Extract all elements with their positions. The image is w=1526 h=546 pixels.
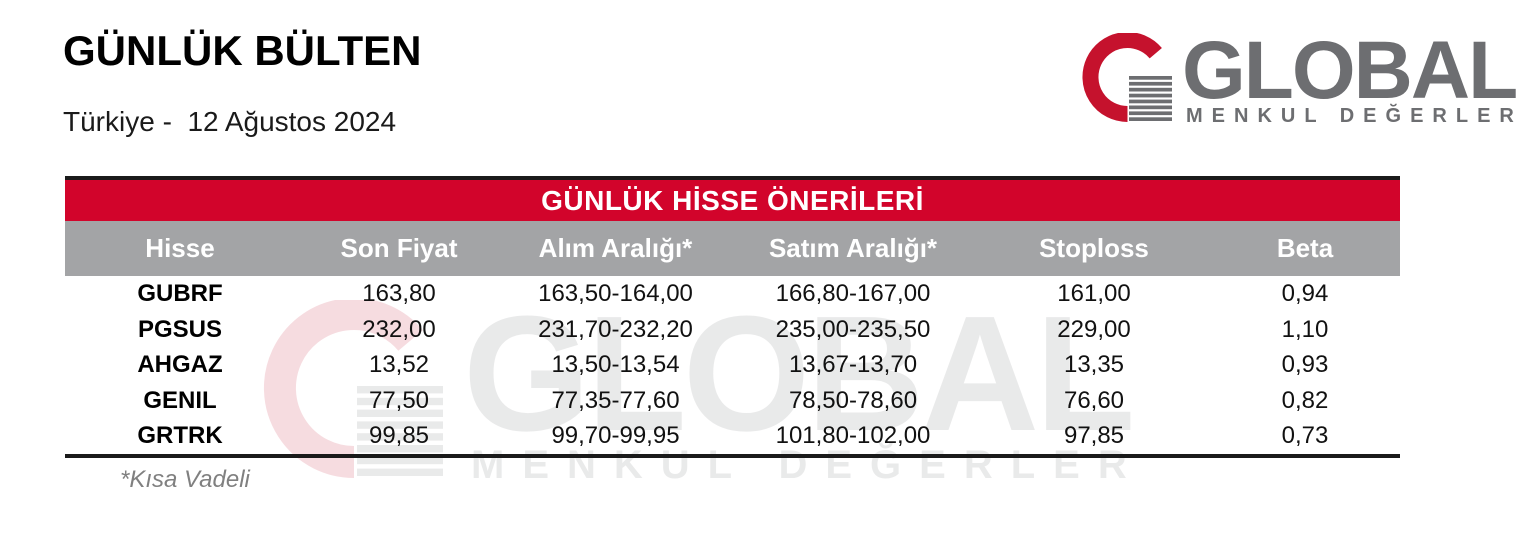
cell-beta: 0,94 [1281, 280, 1329, 307]
recommendations-table: GÜNLÜK HİSSE ÖNERİLERİ Hisse Son Fiyat A… [65, 176, 1400, 458]
global-g-mark-icon [1082, 33, 1172, 122]
cell-stoploss: 13,35 [1063, 351, 1125, 379]
table-top-rule [65, 176, 1400, 180]
cell-beta: 1,10 [1281, 315, 1329, 343]
cell-alim-araligi: 13,50-13,54 [551, 351, 680, 379]
cell-satim-araligi: 235,00-235,50 [775, 315, 931, 343]
cell-ticker: PGSUS [137, 315, 223, 343]
table-header-row: Hisse Son Fiyat Alım Aralığı* Satım Aral… [65, 221, 1400, 276]
cell-son-fiyat: 232,00 [362, 315, 436, 343]
cell-alim-araligi: 77,35-77,60 [551, 386, 680, 414]
column-header-alim-araligi: Alım Aralığı* [538, 233, 693, 263]
cell-satim-araligi: 101,80-102,00 [775, 422, 931, 450]
cell-alim-araligi: 163,50-164,00 [538, 280, 693, 307]
cell-ticker: AHGAZ [137, 351, 223, 379]
logo-name: GLOBAL [1182, 25, 1518, 116]
cell-beta: 0,82 [1281, 386, 1329, 414]
table-row: PGSUS 232,00 231,70-232,20 235,00-235,50… [65, 312, 1400, 348]
cell-ticker: GUBRF [137, 280, 223, 307]
column-header-beta: Beta [1276, 233, 1334, 263]
page-title: GÜNLÜK BÜLTEN [63, 27, 422, 74]
table-bottom-rule [65, 453, 1400, 458]
cell-stoploss: 229,00 [1057, 315, 1131, 343]
cell-ticker: GRTRK [137, 422, 223, 450]
cell-stoploss: 76,60 [1063, 386, 1125, 414]
logo-tagline: MENKUL DEĞERLER [1186, 105, 1523, 127]
table-row: GENIL 77,50 77,35-77,60 78,50-78,60 76,6… [65, 383, 1400, 419]
cell-satim-araligi: 13,67-13,70 [788, 351, 918, 379]
cell-satim-araligi: 78,50-78,60 [788, 386, 918, 414]
cell-stoploss: 161,00 [1057, 280, 1131, 307]
column-header-son-fiyat: Son Fiyat [340, 233, 458, 263]
cell-son-fiyat: 99,85 [368, 422, 430, 450]
cell-son-fiyat: 13,52 [368, 351, 430, 379]
global-logo: GLOBAL MENKUL DEĞERLER [1082, 25, 1526, 133]
table-row: AHGAZ 13,52 13,50-13,54 13,67-13,70 13,3… [65, 347, 1400, 383]
cell-son-fiyat: 163,80 [362, 280, 436, 307]
table-row: GRTRK 99,85 99,70-99,95 101,80-102,00 97… [65, 418, 1400, 454]
cell-son-fiyat: 77,50 [368, 386, 430, 414]
cell-stoploss: 97,85 [1063, 422, 1125, 450]
footnote: *Kısa Vadeli [120, 466, 250, 493]
date-subtitle: Türkiye - 12 Ağustos 2024 [63, 106, 397, 137]
cell-alim-araligi: 231,70-232,20 [538, 315, 693, 343]
cell-beta: 0,93 [1281, 351, 1329, 379]
table-row: GUBRF 163,80 163,50-164,00 166,80-167,00… [65, 276, 1400, 312]
cell-ticker: GENIL [143, 386, 217, 414]
table-title: GÜNLÜK HİSSE ÖNERİLERİ [65, 180, 1400, 221]
cell-alim-araligi: 99,70-99,95 [551, 422, 680, 450]
cell-beta: 0,73 [1281, 422, 1329, 450]
column-header-satim-araligi: Satım Aralığı* [768, 233, 938, 263]
column-header-stoploss: Stoploss [1039, 233, 1149, 263]
cell-satim-araligi: 166,80-167,00 [775, 280, 931, 307]
column-header-hisse: Hisse [145, 233, 215, 263]
